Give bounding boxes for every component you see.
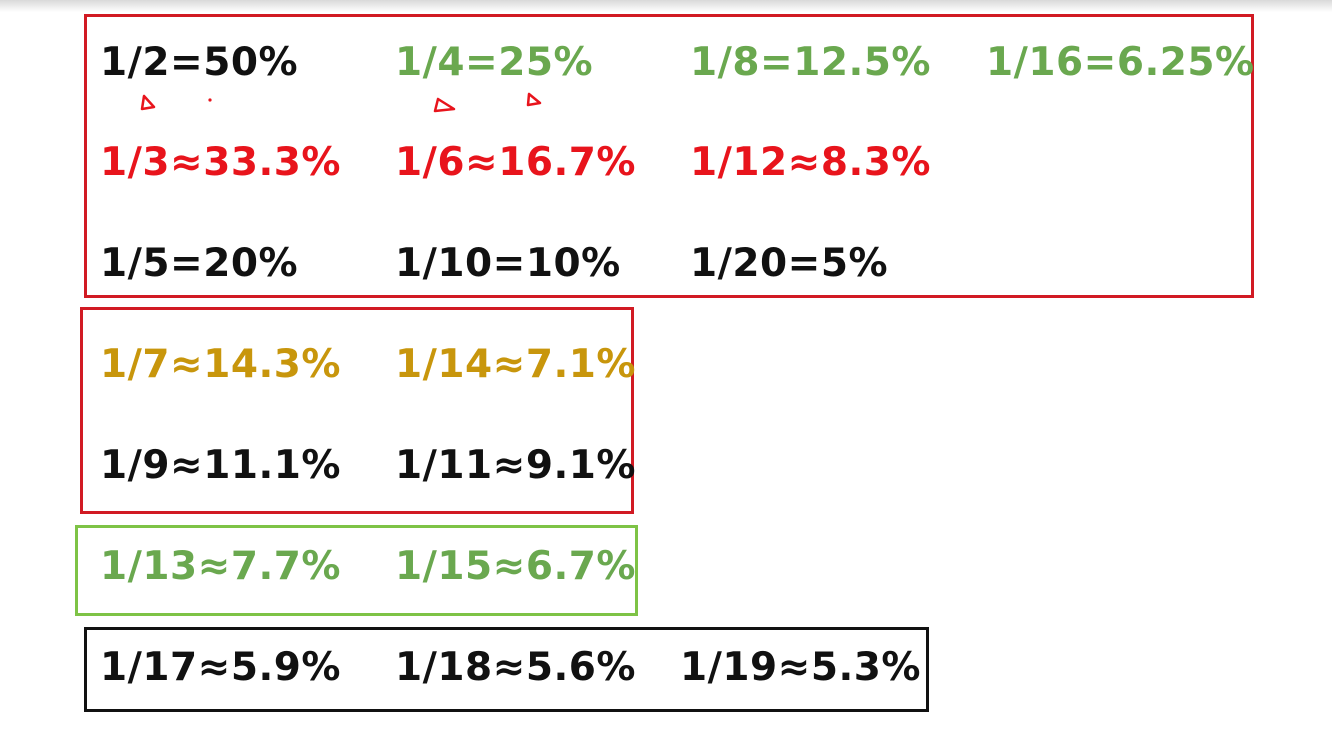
handwritten-dot — [208, 98, 212, 102]
fraction-1-15: 1/15≈6.7% — [395, 544, 636, 589]
fraction-1-13: 1/13≈7.7% — [100, 544, 341, 589]
handwritten-mark — [526, 92, 542, 107]
fraction-1-19: 1/19≈5.3% — [680, 645, 921, 690]
fraction-1-18: 1/18≈5.6% — [395, 645, 636, 690]
top-shadow — [0, 0, 1332, 12]
fraction-1-20: 1/20=5% — [690, 241, 889, 286]
handwritten-mark — [433, 97, 456, 113]
fraction-1-7: 1/7≈14.3% — [100, 342, 341, 387]
handwritten-mark — [140, 94, 156, 111]
group-box-thirteenths-fifteenths — [75, 525, 638, 616]
fraction-1-14: 1/14≈7.1% — [395, 342, 636, 387]
fraction-1-4: 1/4=25% — [395, 40, 594, 85]
fraction-1-2: 1/2=50% — [100, 40, 299, 85]
group-box-seventeenths-to-nineteenths — [84, 627, 929, 712]
fraction-1-6: 1/6≈16.7% — [395, 140, 636, 185]
fraction-1-11: 1/11≈9.1% — [395, 443, 636, 488]
fraction-1-10: 1/10=10% — [395, 241, 621, 286]
fraction-1-17: 1/17≈5.9% — [100, 645, 341, 690]
fraction-1-8: 1/8=12.5% — [690, 40, 931, 85]
fraction-1-9: 1/9≈11.1% — [100, 443, 341, 488]
group-box-sevenths-ninths-elevenths — [80, 307, 634, 514]
fraction-1-5: 1/5=20% — [100, 241, 299, 286]
fraction-1-12: 1/12≈8.3% — [690, 140, 931, 185]
fraction-1-16: 1/16=6.25% — [986, 40, 1255, 85]
group-box-halves-thirds-fifths — [84, 14, 1254, 298]
fraction-1-3: 1/3≈33.3% — [100, 140, 341, 185]
